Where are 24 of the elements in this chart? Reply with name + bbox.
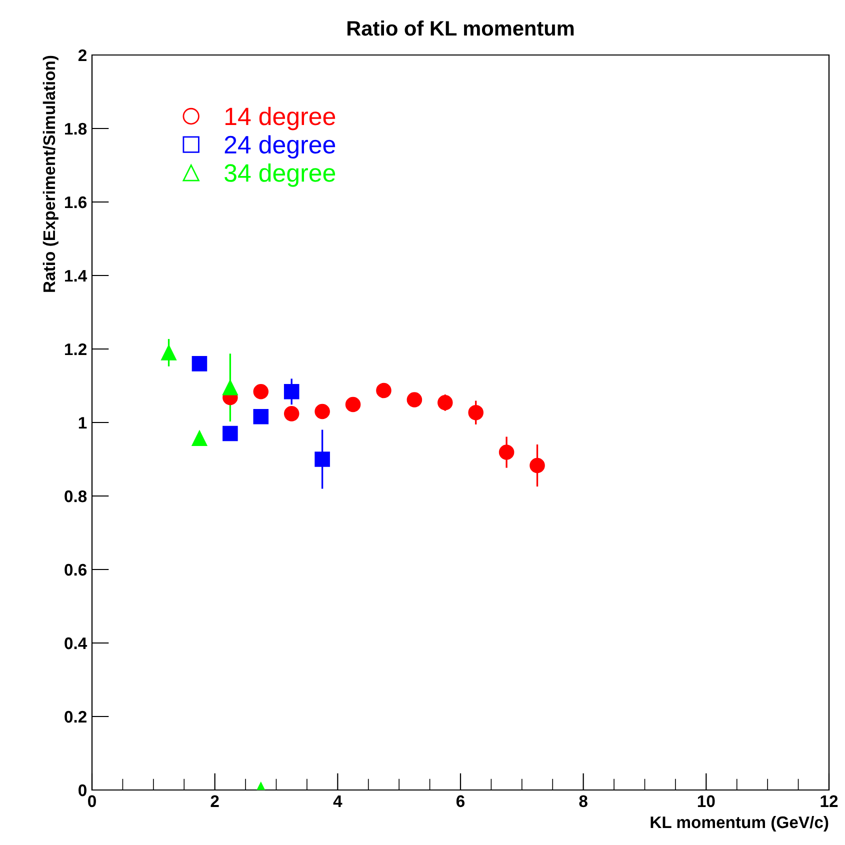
x-tick-label: 6: [456, 795, 465, 808]
y-tick-label: 0.4: [64, 637, 88, 650]
y-tick-label: 1.4: [65, 270, 88, 282]
x-tick-label: 4: [333, 795, 342, 807]
legend-label: 34 degree: [224, 164, 336, 187]
x-tick-label: 2: [210, 795, 219, 807]
x-tick-label: 12: [820, 795, 838, 807]
y-tick-label: 1.2: [65, 343, 86, 356]
x-tick-label: 0: [88, 795, 96, 808]
legend-label: 24 degree: [224, 135, 336, 159]
x-axis-title: KL momentum (GeV/c): [650, 816, 828, 832]
y-tick-label: 0.8: [64, 490, 87, 502]
y-tick-label: 2: [78, 49, 86, 62]
x-tick-label: 10: [698, 795, 715, 808]
chart-title: Ratio of KL momentum: [348, 20, 574, 36]
legend-label: 14 degree: [225, 106, 336, 130]
y-tick-label: 1.6: [65, 196, 87, 208]
y-axis-title: Ratio (Experiment/Simulation): [42, 56, 58, 292]
y-tick-label: 0.2: [64, 710, 86, 723]
y-tick-label: 0.6: [64, 564, 87, 576]
y-tick-label: 1.8: [65, 122, 87, 135]
x-tick-label: 8: [579, 795, 588, 808]
y-tick-label: 0: [78, 784, 86, 796]
y-tick-label: 1: [78, 417, 87, 429]
